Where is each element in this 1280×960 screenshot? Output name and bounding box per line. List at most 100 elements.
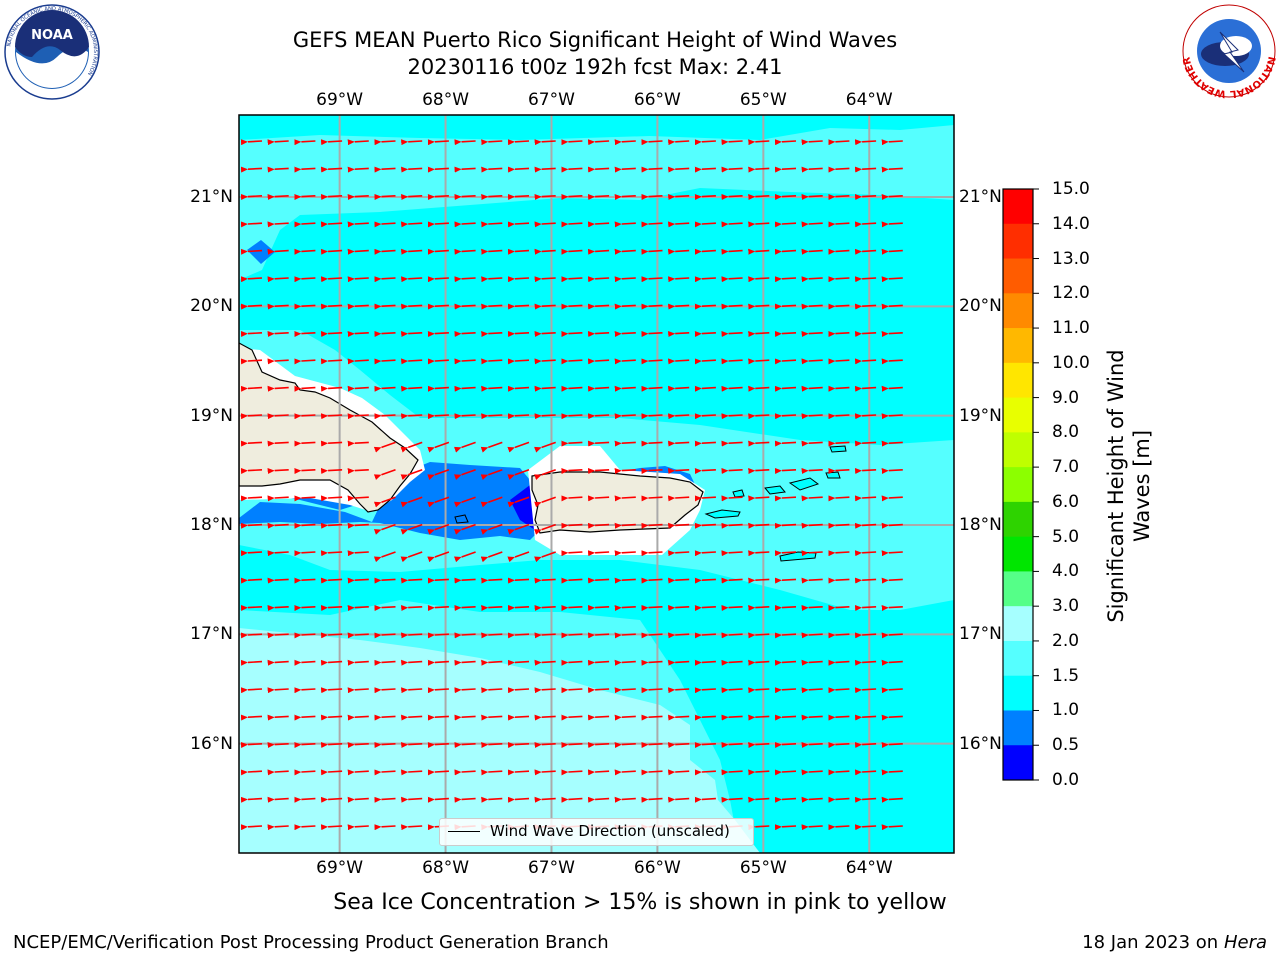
wave-arrow [748,440,770,447]
wave-arrow [320,221,343,228]
wave-arrow [668,714,690,721]
wave-arrow [534,714,556,721]
wave-arrow [881,742,903,748]
wave-arrow [507,331,530,337]
wave-arrow [828,714,850,721]
wave-arrow [881,221,903,228]
wave-arrow [854,632,877,639]
axis-tick-label: 20°N [959,296,1002,317]
wave-arrow [561,221,583,228]
wave-arrow [427,139,449,146]
colorbar-tick-label: 12.0 [1052,283,1090,304]
wave-arrow [881,440,903,447]
colorbar-tick-label: 1.0 [1052,700,1080,721]
legend-line-symbol [448,831,480,832]
wave-arrow [694,221,716,228]
wave-arrow [641,605,663,611]
wave-arrow [694,166,716,173]
anegada-island [829,445,847,453]
wave-arrow [774,276,797,283]
wave-arrow [694,331,716,337]
wave-arrow [694,276,716,283]
chart-title: GEFS MEAN Puerto Rico Significant Height… [292,28,898,52]
wave-arrow [668,194,690,200]
wave-arrow [374,796,396,803]
wave-arrow [668,769,690,776]
wave-arrow [427,194,449,200]
wave-arrow [481,632,503,639]
wave-arrow [881,714,903,721]
wave-arrow [748,550,770,557]
wave-arrow [427,469,450,480]
wave-arrow [374,605,396,611]
wave-arrow [641,796,663,803]
wave-arrow [721,166,743,173]
wave-arrow [347,742,369,748]
wave-arrow [267,358,289,365]
axis-tick-label: 20°N [190,296,233,317]
wave-arrow [294,276,316,283]
wave-arrow [641,632,663,639]
wave-arrow [320,687,343,694]
colorbar-tick-label: 7.0 [1052,457,1080,478]
wave-arrow [534,632,556,639]
wave-arrow [373,523,396,535]
wave-arrow [454,358,476,365]
wave-arrow [668,577,690,584]
wave-arrow [854,522,877,529]
wave-arrow [400,469,423,480]
wave-arrow [320,550,343,557]
wave-arrow [347,687,369,694]
wave-arrow [694,413,716,420]
wave-arrow [481,194,503,200]
wave-arrow [828,522,850,529]
colorbar [1003,188,1039,781]
wave-arrow [401,769,423,776]
wave-arrow [801,413,823,420]
wave-arrow [587,522,610,529]
colorbar-tick-label: 3.0 [1052,596,1080,617]
colorbar-segment [1003,675,1033,711]
wave-arrow [507,303,530,310]
wave-arrow [453,551,476,563]
map-legend: Wind Wave Direction (unscaled) [439,818,754,846]
wave-arrow [854,413,877,420]
wave-arrow [721,276,743,283]
wave-arrow [454,194,476,200]
wave-arrow [641,769,663,776]
axis-tick-label: 69°W [316,858,364,878]
wave-arrow [294,495,316,502]
wave-arrow [454,413,476,420]
wave-arrow [320,194,343,200]
wave-arrow [801,824,823,831]
wave-arrow [240,632,263,639]
wave-arrow [427,769,449,776]
wave-arrow [400,551,423,563]
colorbar-segment [1003,362,1033,399]
colorbar-tick-label: 4.0 [1052,561,1080,582]
wave-arrow [347,495,369,502]
wave-arrow [641,522,663,529]
wave-arrow [854,714,877,721]
wave-arrow [267,385,289,392]
wave-arrow [774,358,797,365]
wave-arrow [748,413,770,420]
wave-arrow [320,413,343,420]
wave-arrow [347,605,369,611]
wave-arrow [641,714,663,721]
wave-arrow [614,331,636,337]
wave-arrow [267,468,289,474]
wave-arrow [507,659,530,666]
wave-arrow [453,441,476,453]
wave-arrow [374,714,396,721]
wave-arrow [401,577,423,584]
wave-arrow [294,166,316,173]
wave-arrow [694,303,716,310]
wave-arrow [534,659,556,666]
wave-arrow [374,413,396,420]
wave-arrow [347,139,369,146]
wave-arrow [294,659,316,666]
wave-arrow [373,496,396,508]
wave-arrow [427,577,449,584]
wave-arrow [561,687,583,694]
